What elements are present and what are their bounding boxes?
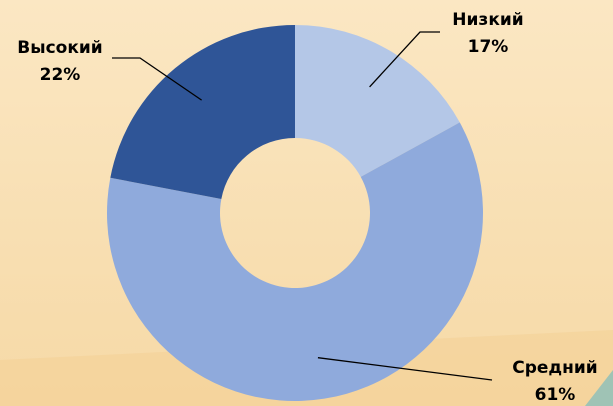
leader-line xyxy=(317,357,493,381)
donut-segment xyxy=(110,25,296,199)
category-label: Средний xyxy=(512,358,597,378)
value-label: 17% xyxy=(468,37,509,57)
corner-shape xyxy=(585,370,613,406)
leader-line xyxy=(112,57,202,101)
donut-segment xyxy=(106,122,483,402)
leader-line xyxy=(369,31,440,88)
value-label: 61% xyxy=(535,385,576,405)
category-label: Низкий xyxy=(452,10,523,30)
category-label: Высокий xyxy=(17,38,102,58)
donut-segment xyxy=(295,25,460,177)
value-label: 22% xyxy=(40,65,81,85)
